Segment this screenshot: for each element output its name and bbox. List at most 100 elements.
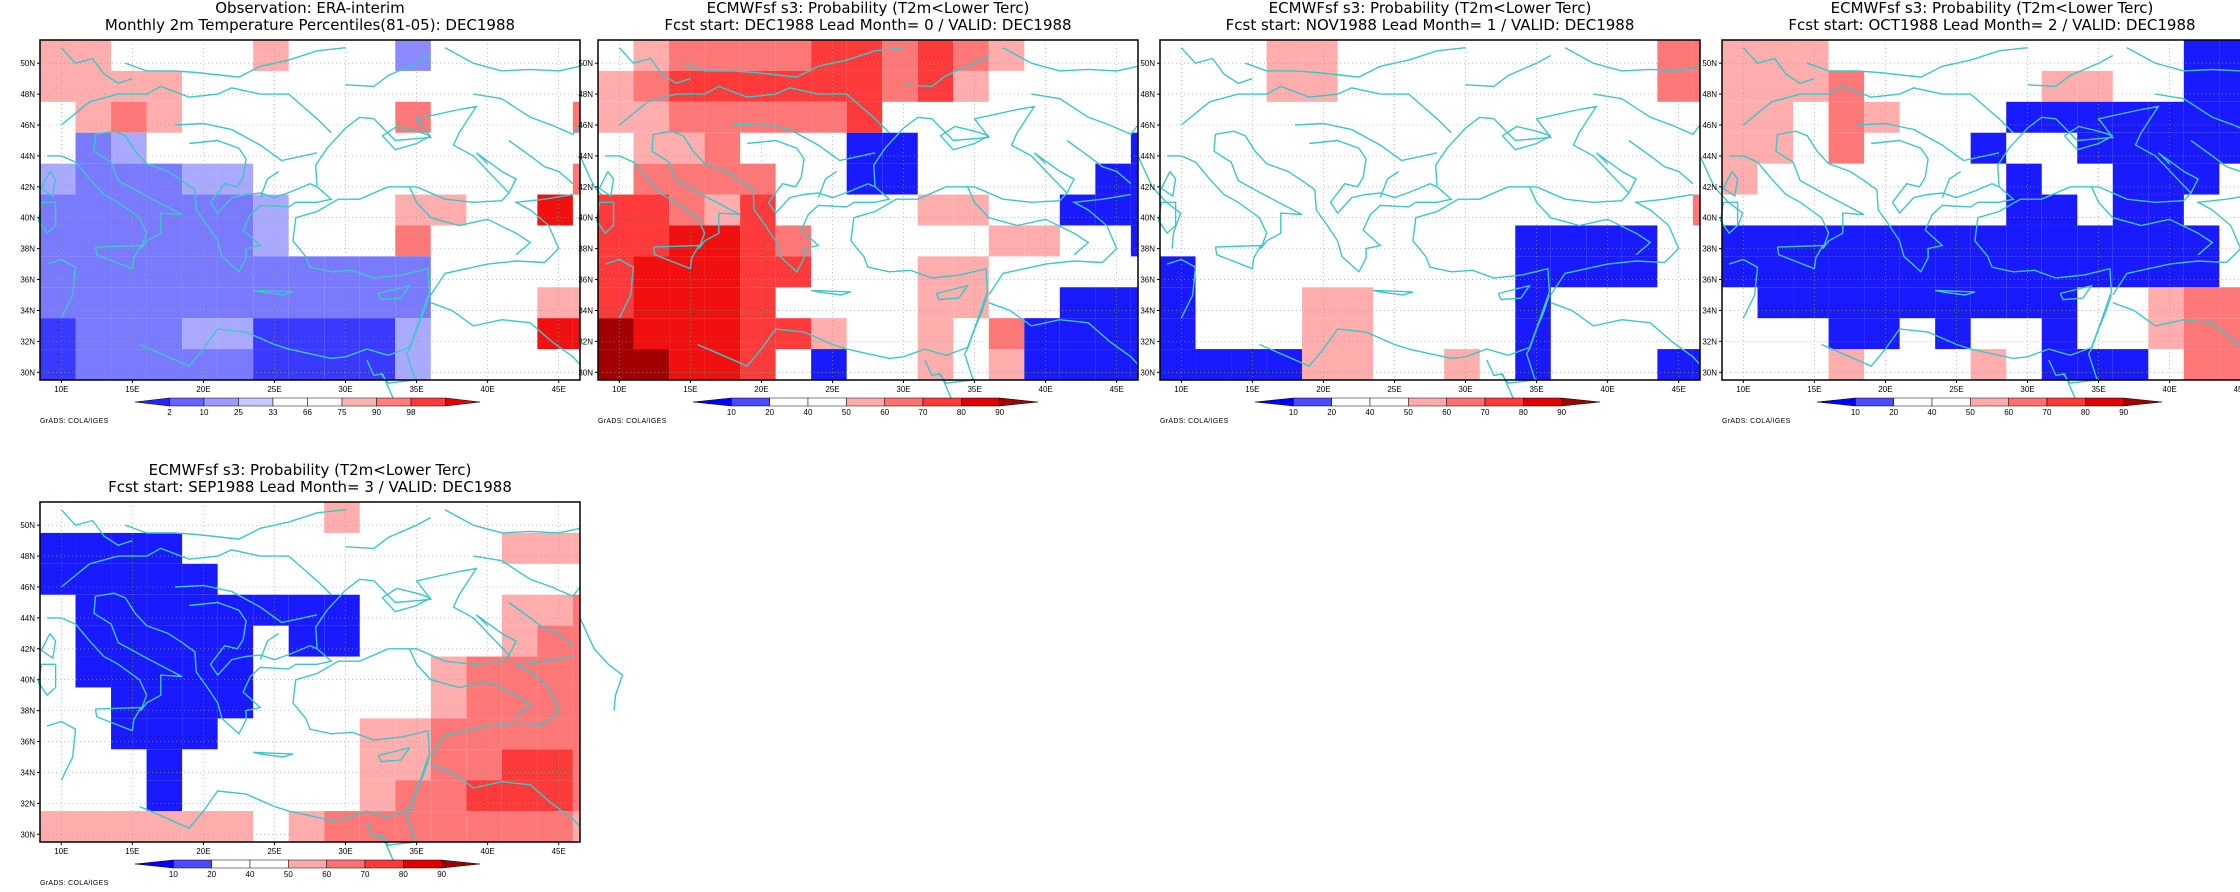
coastline	[1180, 85, 1452, 134]
colorbar-swatch	[2085, 397, 2124, 407]
coastline	[817, 170, 838, 198]
lat-tick-label: 38N	[1702, 245, 1717, 254]
coastline	[125, 47, 346, 78]
grid-cell	[633, 194, 670, 226]
grid-cell	[1266, 70, 1303, 102]
grid-cell	[2219, 287, 2240, 319]
lat-tick-label: 42N	[20, 183, 35, 192]
colorbar-swatch	[364, 859, 404, 869]
coastline	[46, 258, 77, 319]
coastline	[1564, 47, 1701, 72]
lat-tick-label: 40N	[1702, 214, 1717, 223]
coastline	[1486, 359, 1516, 404]
grid-cell	[775, 40, 812, 71]
colorbar-label: 50	[1966, 408, 1975, 417]
grid-cell	[2148, 318, 2184, 350]
map-panel-3: ECMWFsf s3: Probability (T2m<Lower Terc)…	[1140, 0, 1744, 430]
lat-tick-label: 44N	[1702, 152, 1717, 161]
colorbar: 10 20 40 50 60 70 80 90	[1254, 397, 1601, 417]
grid-cell	[2112, 349, 2149, 380]
coastline	[1501, 125, 1552, 151]
grid-cell	[775, 318, 812, 350]
colorbar-swatch	[203, 397, 239, 407]
grid-cell	[430, 811, 467, 842]
grid-cell	[1059, 287, 1096, 319]
grid-cell	[1757, 70, 1794, 102]
grid-cell	[111, 287, 147, 319]
lat-tick-label: 50N	[1140, 59, 1155, 68]
lat-tick-label: 42N	[578, 183, 593, 192]
grid-cell	[75, 349, 112, 380]
coastline	[47, 567, 510, 829]
lat-tick-label: 40N	[1140, 214, 1155, 223]
lon-tick-label: 30E	[338, 847, 352, 856]
lat-tick-label: 48N	[20, 90, 35, 99]
grid-cell	[537, 532, 573, 564]
grid-cell	[1828, 101, 1865, 133]
grid-cell	[40, 532, 76, 564]
grid-cell	[953, 194, 989, 226]
grid-cell	[882, 132, 918, 164]
lat-tick-label: 48N	[1140, 90, 1155, 99]
grid-cell	[2183, 163, 2220, 195]
lon-tick-label: 25E	[267, 385, 281, 394]
grid-cell	[146, 101, 183, 133]
grid-cell	[740, 318, 776, 350]
grid-cell	[2148, 101, 2184, 133]
grid-cell	[359, 749, 396, 781]
grid-cell	[1899, 225, 1936, 257]
grid-cell	[217, 287, 254, 319]
grid-cell	[182, 563, 218, 595]
coastline	[1033, 152, 1076, 194]
grid-cell	[40, 40, 76, 71]
coastline	[1214, 244, 1263, 270]
colorbar-swatch	[441, 859, 481, 869]
colorbar-label: 20	[765, 408, 774, 417]
grid-cell	[288, 349, 325, 380]
grid-cell	[2077, 70, 2113, 102]
colorbar-label: 90	[2119, 408, 2128, 417]
lat-tick-label: 50N	[1702, 59, 1717, 68]
coastline	[259, 170, 280, 198]
coastline	[345, 516, 432, 550]
grid-cell	[146, 256, 183, 288]
grid-cell	[598, 349, 634, 380]
grid-cell	[704, 40, 741, 71]
coastline	[732, 122, 876, 162]
grads-credit: GrADS: COLA/IGES	[40, 418, 109, 425]
grid-cell	[988, 225, 1025, 257]
grid-cell	[1793, 287, 1829, 319]
coastline	[430, 302, 581, 365]
coastline	[125, 509, 346, 540]
coastline	[1528, 186, 1652, 256]
grid-cell	[1266, 349, 1303, 380]
grid-cell	[1722, 70, 1758, 102]
coastline	[381, 587, 432, 613]
grid-cell	[633, 70, 670, 102]
coastline	[430, 655, 574, 758]
colorbar-label: 50	[842, 408, 851, 417]
grid-cell	[324, 287, 360, 319]
grid-cell	[359, 718, 396, 750]
grid-cell	[1828, 318, 1865, 350]
grid-cell	[882, 70, 918, 102]
grid-cell	[182, 287, 218, 319]
colorbar-label: 70	[1481, 408, 1490, 417]
grid-cell	[40, 318, 76, 350]
grid-cell	[1515, 225, 1551, 257]
grid-cell	[111, 132, 147, 164]
grid-cell	[288, 811, 325, 842]
lat-tick-label: 40N	[578, 214, 593, 223]
lat-tick-label: 36N	[20, 738, 35, 747]
panel-title: ECMWFsf s3: Probability (T2m<Lower Terc)	[706, 0, 1030, 17]
lon-tick-label: 15E	[1245, 385, 1259, 394]
grid-cell	[111, 718, 147, 750]
grid-cell	[811, 70, 847, 102]
coastline	[1002, 47, 1139, 72]
lat-tick-label: 36N	[578, 276, 593, 285]
coastline	[598, 170, 615, 198]
coastline	[47, 105, 510, 367]
colorbar-swatch	[1408, 397, 1447, 407]
grid-cell	[669, 40, 705, 71]
lon-tick-label: 20E	[1316, 385, 1330, 394]
